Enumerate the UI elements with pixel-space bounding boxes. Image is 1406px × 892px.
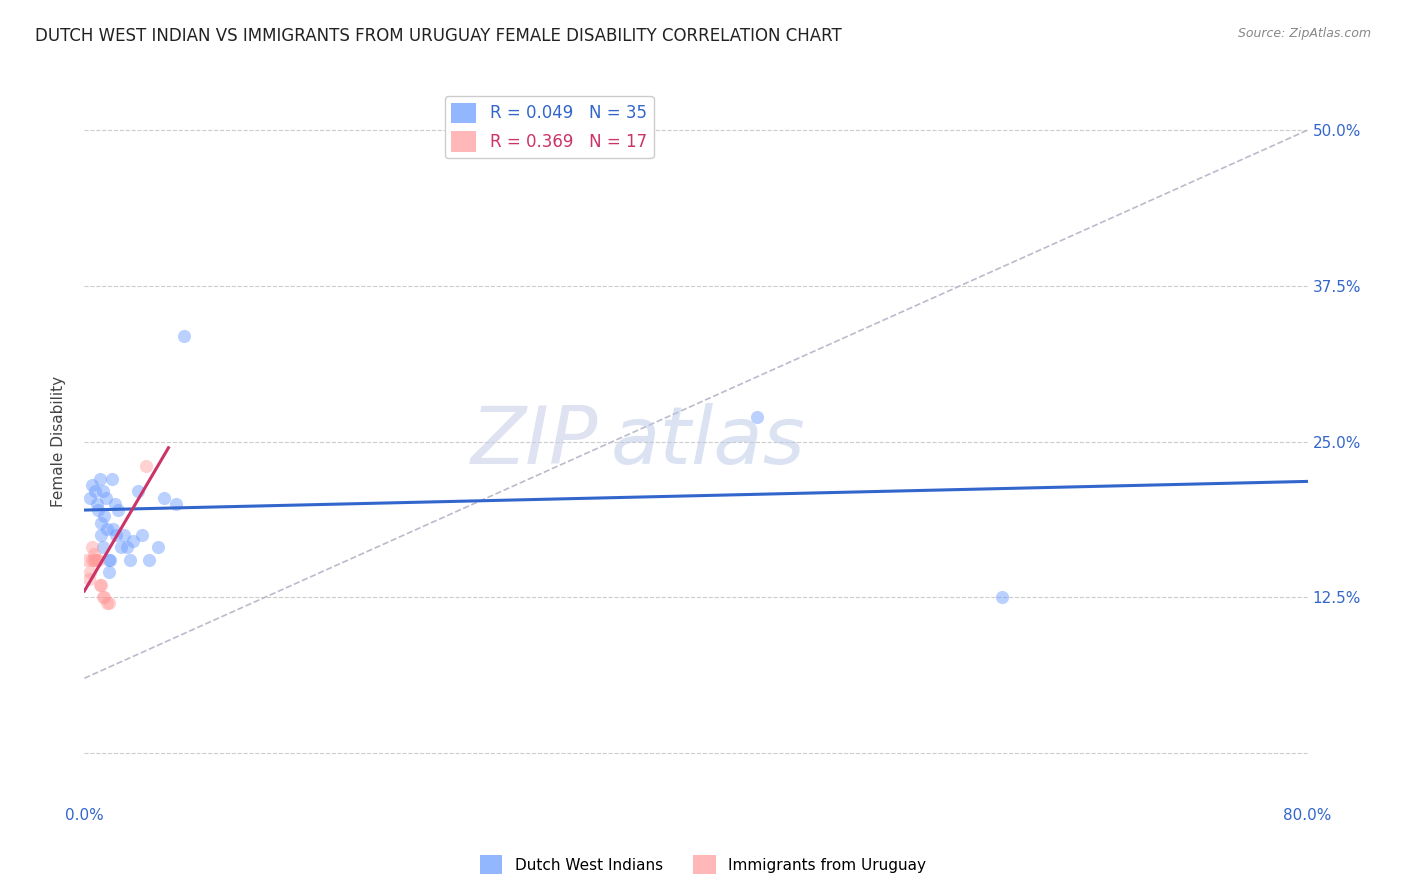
Point [91,484,114,499]
Point [165,497,187,511]
Point [131,528,153,542]
Point [86,553,108,567]
Point [80,541,103,555]
Point [80,478,103,492]
Point [146,541,169,555]
Point [93,509,115,524]
Text: DUTCH WEST INDIAN VS IMMIGRANTS FROM URUGUAY FEMALE DISABILITY CORRELATION CHART: DUTCH WEST INDIAN VS IMMIGRANTS FROM URU… [35,27,842,45]
Text: ZIP: ZIP [471,402,598,481]
Point [91,541,114,555]
Point [110,541,132,555]
Legend: R = 0.049   N = 35, R = 0.369   N = 17: R = 0.049 N = 35, R = 0.369 N = 17 [444,95,654,158]
Point [90,528,112,542]
Point [84,484,107,499]
Point [101,472,124,486]
Point [991,591,1014,605]
Point [105,528,128,542]
Point [80,553,103,567]
Point [97,553,120,567]
Point [153,491,176,505]
Point [79,566,101,580]
Point [97,566,120,580]
Point [96,597,118,611]
Legend: Dutch West Indians, Immigrants from Uruguay: Dutch West Indians, Immigrants from Urug… [474,849,932,880]
Point [87,553,110,567]
Point [112,528,135,542]
Point [135,459,157,474]
Point [115,541,138,555]
Point [93,591,115,605]
Point [103,522,125,536]
Point [84,553,107,567]
Point [138,553,160,567]
Point [107,503,129,517]
Point [76,553,98,567]
Point [90,578,112,592]
Point [120,553,142,567]
Point [127,484,149,499]
Point [89,578,111,592]
Point [89,472,111,486]
Point [747,409,769,424]
Point [83,553,105,567]
Point [77,572,100,586]
Point [98,553,121,567]
Point [97,597,120,611]
Text: atlas: atlas [610,402,806,481]
Point [173,328,195,343]
Point [122,534,145,549]
Point [96,522,118,536]
Point [87,503,110,517]
Text: Source: ZipAtlas.com: Source: ZipAtlas.com [1237,27,1371,40]
Point [90,516,112,530]
Point [79,491,101,505]
Point [86,497,108,511]
Point [83,547,105,561]
Point [91,591,114,605]
Y-axis label: Female Disability: Female Disability [51,376,66,508]
Point [94,491,117,505]
Point [104,497,127,511]
